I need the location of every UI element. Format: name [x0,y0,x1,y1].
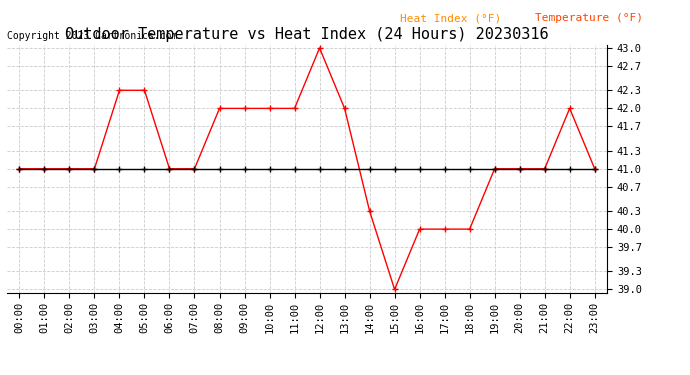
Title: Outdoor Temperature vs Heat Index (24 Hours) 20230316: Outdoor Temperature vs Heat Index (24 Ho… [66,27,549,42]
Text: Temperature (°F): Temperature (°F) [535,13,643,23]
Text: Heat Index (°F): Heat Index (°F) [400,13,502,23]
Text: Copyright 2023 Cartronics.com: Copyright 2023 Cartronics.com [7,31,177,41]
